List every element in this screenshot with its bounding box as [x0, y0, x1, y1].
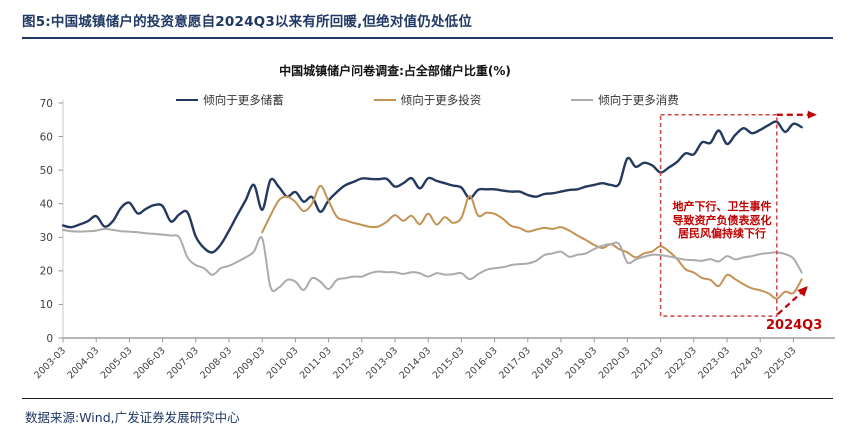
x-tick-label: 2015-03 [431, 345, 467, 381]
y-tick-label: 30 [40, 232, 53, 244]
legend-item-savings: 倾向于更多储蓄 [176, 92, 284, 108]
x-tick-label: 2013-03 [364, 345, 400, 381]
x-tick-label: 2004-03 [65, 345, 101, 381]
y-tick-label: 40 [40, 199, 53, 211]
legend-label-savings: 倾向于更多储蓄 [203, 93, 284, 107]
chart-title: 中国城镇储户问卷调查:占全部储户比重(%) [279, 64, 511, 78]
trend-arrow-top-head [807, 110, 817, 119]
x-tick-label: 2009-03 [231, 345, 267, 381]
rebound-arrow [777, 292, 802, 315]
figure-title: 图5:中国城镇储户的投资意愿自2024Q3以来有所回暖,但绝对值仍处低位 [22, 14, 473, 30]
x-tick-label: 2021-03 [630, 345, 666, 381]
y-tick-label: 50 [40, 165, 53, 177]
y-tick-label: 0 [46, 333, 53, 345]
annotation-note-line2: 导致资产负债表恶化 [672, 213, 772, 227]
highlight-box [659, 114, 778, 317]
y-tick-label: 10 [40, 299, 53, 311]
rebound-arrow-head [797, 286, 808, 297]
x-tick-label: 2010-03 [265, 345, 301, 381]
investment-line [261, 184, 803, 300]
x-tick-label: 2025-03 [763, 345, 799, 381]
savings-line-swatch [176, 98, 199, 102]
legend-item-consumption: 倾向于更多消费 [571, 92, 679, 108]
legend-item-investment: 倾向于更多投资 [373, 92, 482, 108]
legend-label-investment: 倾向于更多投资 [400, 93, 482, 107]
annotation-note: 地产下行、卫生事件 导致资产负债表恶化 居民风偏持续下行 [647, 200, 797, 241]
chart-legend: 倾向于更多储蓄 倾向于更多投资 倾向于更多消费 [0, 92, 855, 108]
x-tick-label: 2018-03 [530, 345, 566, 381]
x-tick-label: 2008-03 [198, 345, 234, 381]
x-tick-label: 2006-03 [132, 345, 168, 381]
x-tick-label: 2019-03 [563, 345, 599, 381]
footer-divider [22, 398, 833, 399]
savings-line [61, 120, 803, 254]
annotation-note-line1: 地产下行、卫生事件 [672, 200, 772, 213]
x-tick-label: 2007-03 [165, 345, 201, 381]
annotation-2024q3-label: 2024Q3 [766, 318, 823, 333]
consumption-line-swatch [571, 98, 594, 102]
y-tick-label: 60 [40, 131, 53, 143]
title-divider [22, 37, 833, 39]
investment-line-swatch [373, 98, 396, 102]
y-tick-label: 20 [40, 266, 53, 278]
x-tick-label: 2023-03 [696, 345, 732, 381]
x-tick-label: 2020-03 [597, 345, 633, 381]
x-tick-label: 2014-03 [397, 345, 433, 381]
x-tick-label: 2005-03 [99, 345, 135, 381]
x-tick-label: 2011-03 [298, 345, 334, 381]
x-tick-label: 2024-03 [729, 345, 765, 381]
data-source: 数据来源:Wind,广发证券发展研究中心 [25, 410, 240, 425]
x-tick-label: 2003-03 [32, 345, 68, 381]
x-tick-label: 2017-03 [497, 345, 533, 381]
annotation-note-line3: 居民风偏持续下行 [678, 227, 766, 240]
legend-label-consumption: 倾向于更多消费 [598, 93, 679, 107]
consumption-line [62, 227, 803, 293]
x-tick-label: 2016-03 [464, 345, 500, 381]
y-tick-label: 70 [40, 98, 53, 110]
x-tick-label: 2012-03 [331, 345, 367, 381]
x-tick-label: 2022-03 [663, 345, 699, 381]
